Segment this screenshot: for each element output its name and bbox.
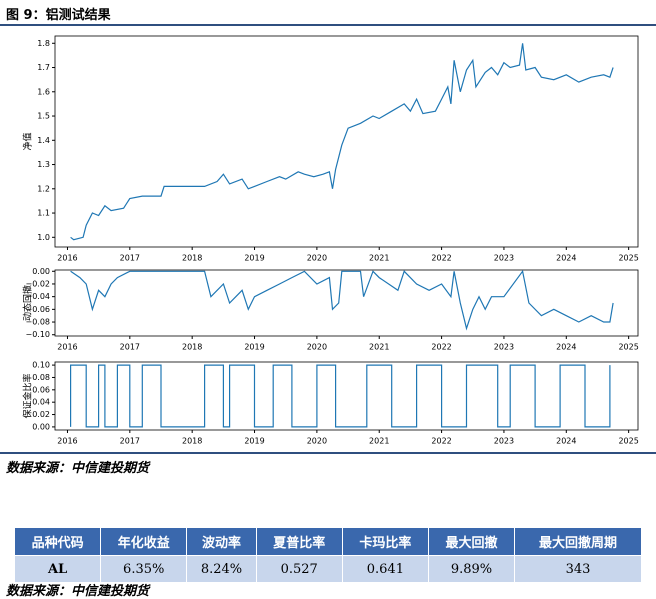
x-tick-label: 2021 <box>369 437 389 446</box>
y-tick-label: 1.5 <box>37 112 50 121</box>
y-tick-label: 0.02 <box>32 410 50 419</box>
line-series <box>70 43 614 241</box>
x-tick-label: 2019 <box>244 343 264 352</box>
y-tick-label: 1.6 <box>37 87 50 96</box>
header-cell: 夏普比率 <box>255 527 343 556</box>
y-tick-label: 1.0 <box>37 233 50 242</box>
x-tick-label: 2018 <box>182 437 202 446</box>
y-tick-label: −0.06 <box>25 305 50 314</box>
header-cell: 卡玛比率 <box>341 527 429 556</box>
x-tick-label: 2023 <box>494 437 514 446</box>
y-tick-label: 0.00 <box>32 267 50 276</box>
x-tick-label: 2017 <box>120 343 140 352</box>
line-series <box>70 364 611 428</box>
stats-table: 品种代码 年化收益 波动率 夏普比率 卡玛比率 最大回撤 最大回撤周期 AL 6.35% 8.24… <box>13 527 642 583</box>
plot-frame <box>54 35 639 248</box>
y-tick-label: 0.04 <box>32 398 50 407</box>
y-tick-label: 0.10 <box>32 361 50 370</box>
x-tick-label: 2016 <box>57 343 77 352</box>
rule <box>0 452 656 454</box>
x-tick-label: 2025 <box>618 343 638 352</box>
y-axis-label: 动态回撤 <box>22 285 34 321</box>
y-tick-label: 1.1 <box>37 209 50 218</box>
x-tick-label: 2022 <box>431 343 451 352</box>
x-tick-label: 2022 <box>431 437 451 446</box>
x-tick-label: 2018 <box>182 343 202 352</box>
x-tick-label: 2020 <box>307 343 327 352</box>
charts: 1.0 1.1 1.2 1.3 1.4 1.5 1.6 1.7 1.8 2016 2017 2018 2… <box>22 35 639 446</box>
line-series <box>70 269 614 331</box>
header-cell: 年化收益 <box>100 527 188 556</box>
x-tick-label: 2025 <box>618 254 638 263</box>
x-tick-label: 2019 <box>244 437 264 446</box>
x-tick-label: 2021 <box>369 254 389 263</box>
header-cell: 品种代码 <box>13 527 102 556</box>
x-tick-label: 2017 <box>120 254 140 263</box>
x-tick-label: 2020 <box>307 254 327 263</box>
source: 数据来源：中信建投期货 <box>6 461 150 476</box>
plot-frame <box>54 269 639 337</box>
x-tick-label: 2024 <box>556 437 576 446</box>
x-tick-label: 2023 <box>494 254 514 263</box>
cell: 0.641 <box>341 555 429 583</box>
x-tick-label: 2020 <box>307 437 327 446</box>
rule <box>0 24 656 26</box>
y-axis-label: 保证金比率 <box>22 373 34 418</box>
x-tick-label: 2016 <box>57 437 77 446</box>
x-tick-label: 2016 <box>57 254 77 263</box>
cell: 343 <box>514 555 642 583</box>
figure-title: 图 9：铝测试结果 <box>6 8 111 23</box>
y-tick-label: −0.08 <box>25 318 50 327</box>
y-tick-label: 1.8 <box>37 39 50 48</box>
y-tick-label: 1.3 <box>37 160 50 169</box>
y-tick-label: 0.06 <box>32 385 50 394</box>
y-tick-label: 0.08 <box>32 373 50 382</box>
y-tick-label: −0.02 <box>25 279 50 288</box>
x-tick-label: 2024 <box>556 343 576 352</box>
header-cell: 最大回撤周期 <box>514 527 642 556</box>
x-tick-label: 2019 <box>244 254 264 263</box>
cell: 0.527 <box>255 555 343 583</box>
cell: 9.89% <box>427 555 516 583</box>
y-tick-label: 1.2 <box>37 184 50 193</box>
x-tick-label: 2017 <box>120 437 140 446</box>
cell: 8.24% <box>186 555 257 583</box>
y-tick-label: −0.04 <box>25 292 50 301</box>
y-tick-label: −0.10 <box>25 330 50 339</box>
source: 数据来源：中信建投期货 <box>6 584 150 599</box>
x-tick-label: 2021 <box>369 343 389 352</box>
row: AL 6.35% 8.24% 0.527 0.641 9.89% 343 <box>13 555 642 583</box>
x-tick-label: 2022 <box>431 254 451 263</box>
y-tick-label: 0.00 <box>32 422 50 431</box>
cell: 6.35% <box>100 555 188 583</box>
plot-frame <box>54 361 639 431</box>
y-axis-label: 净值 <box>22 132 34 150</box>
y-tick-label: 1.7 <box>37 63 50 72</box>
x-tick-label: 2025 <box>618 437 638 446</box>
x-tick-label: 2023 <box>494 343 514 352</box>
x-tick-label: 2024 <box>556 254 576 263</box>
y-tick-label: 1.4 <box>37 136 50 145</box>
header-cell: 最大回撤 <box>427 527 516 556</box>
cell: AL <box>13 555 102 583</box>
x-tick-label: 2018 <box>182 254 202 263</box>
header-cell: 波动率 <box>186 527 257 556</box>
